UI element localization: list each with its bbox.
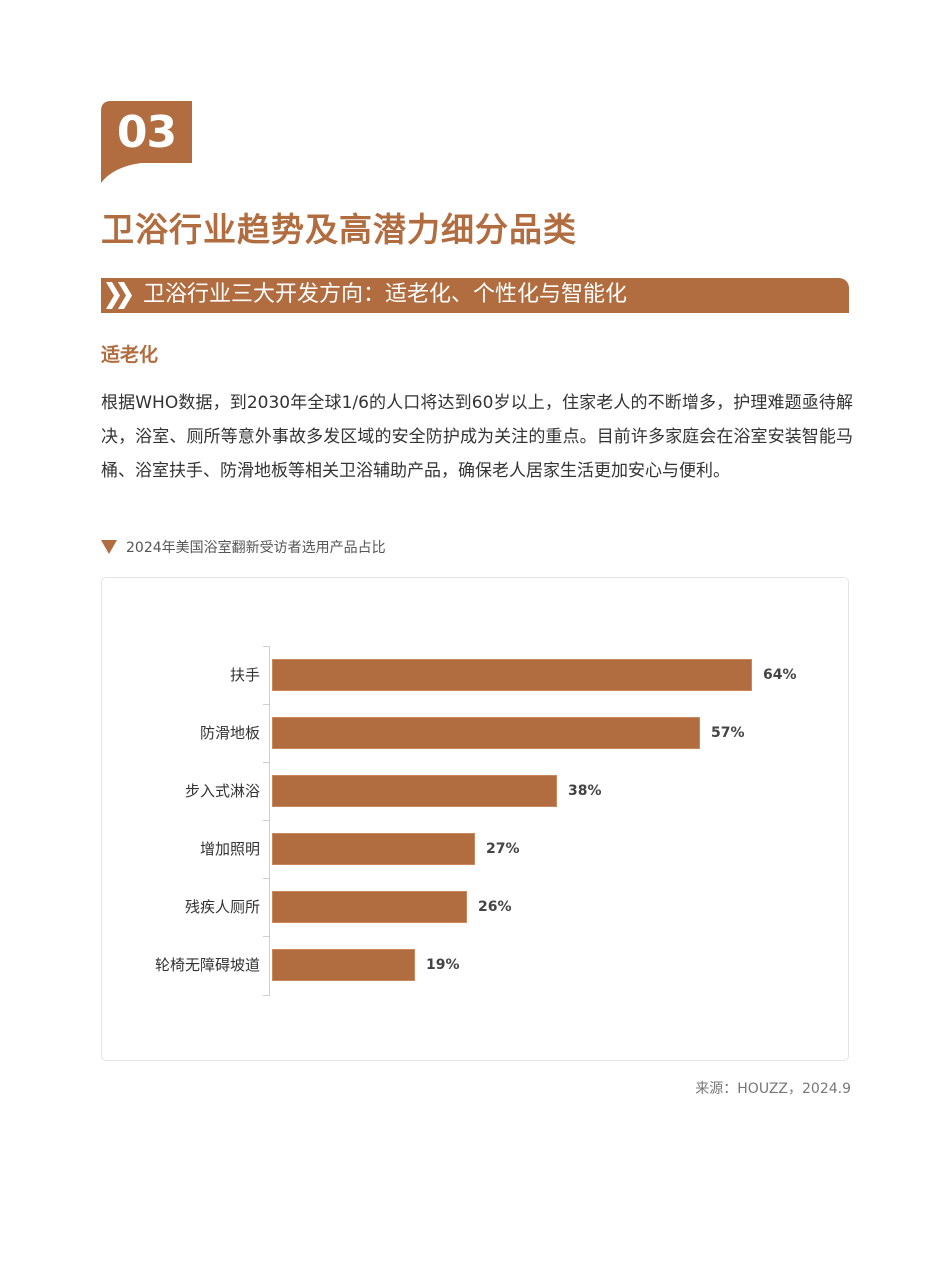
subheader-text: 卫浴行业三大开发方向：适老化、个性化与智能化: [143, 282, 628, 307]
section-number: 03: [116, 107, 177, 158]
axis-tick: [263, 995, 270, 996]
bar: [272, 891, 467, 923]
source-note: 来源：HOUZZ，2024.9: [695, 1081, 851, 1097]
bar-row: 扶手 64%: [0, 658, 950, 692]
triangle-down-icon: [101, 540, 117, 554]
section-number-badge: 03: [101, 101, 192, 183]
category-label: 轮椅无障碍坡道: [154, 956, 260, 974]
chart-caption-text: 2024年美国浴室翻新受访者选用产品占比: [126, 540, 386, 556]
axis-tick: [263, 646, 270, 647]
value-label: 64%: [763, 667, 797, 683]
subheader-bar: 卫浴行业三大开发方向：适老化、个性化与智能化: [101, 278, 849, 313]
category-label: 步入式淋浴: [184, 782, 260, 800]
bar: [272, 833, 475, 865]
badge-shape-icon: [101, 101, 192, 183]
bar: [272, 717, 700, 749]
axis-tick: [263, 704, 270, 705]
bar: [272, 659, 752, 691]
subsection-title: 适老化: [101, 344, 159, 366]
y-axis-line: [269, 646, 270, 996]
chart-caption: 2024年美国浴室翻新受访者选用产品占比: [101, 537, 386, 557]
value-label: 57%: [711, 725, 745, 741]
value-label: 38%: [568, 783, 602, 799]
axis-tick: [263, 878, 270, 879]
bar: [272, 949, 415, 981]
bar-row: 轮椅无障碍坡道 19%: [0, 948, 950, 982]
category-label: 增加照明: [199, 840, 260, 858]
bar-row: 防滑地板 57%: [0, 716, 950, 750]
page-title: 卫浴行业趋势及高潜力细分品类: [101, 210, 577, 249]
value-label: 27%: [486, 841, 520, 857]
double-chevron-right-icon: [106, 282, 132, 309]
axis-tick: [263, 820, 270, 821]
category-label: 残疾人厕所: [184, 898, 260, 916]
category-label: 扶手: [229, 666, 260, 684]
category-label: 防滑地板: [199, 724, 260, 742]
axis-tick: [263, 762, 270, 763]
bar: [272, 775, 557, 807]
body-paragraph: 根据WHO数据，到2030年全球1/6的人口将达到60岁以上，住家老人的不断增多…: [101, 393, 853, 481]
chart-card: [101, 577, 849, 1061]
bar-row: 残疾人厕所 26%: [0, 890, 950, 924]
bar-row: 增加照明 27%: [0, 832, 950, 866]
value-label: 26%: [478, 899, 512, 915]
axis-tick: [263, 936, 270, 937]
value-label: 19%: [426, 957, 460, 973]
bar-row: 步入式淋浴 38%: [0, 774, 950, 808]
